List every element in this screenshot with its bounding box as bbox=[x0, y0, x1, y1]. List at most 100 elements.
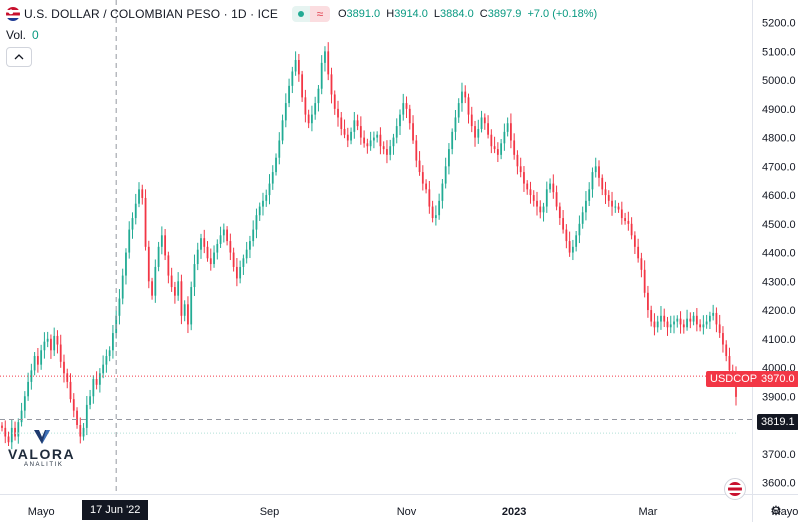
candle-body bbox=[209, 258, 212, 265]
candle-body bbox=[562, 218, 565, 230]
volume-value: 0 bbox=[32, 28, 39, 42]
collapse-legend-button[interactable] bbox=[6, 47, 32, 67]
price-tick-label: 5200.0 bbox=[762, 18, 796, 30]
candle-body bbox=[624, 218, 626, 221]
candle-body bbox=[183, 304, 186, 316]
candle-body bbox=[222, 229, 225, 236]
candle-body bbox=[451, 131, 454, 150]
candle-body bbox=[718, 324, 721, 334]
candle-body bbox=[549, 183, 551, 190]
candle-body bbox=[702, 324, 705, 328]
candle-body bbox=[333, 94, 336, 109]
candle-body bbox=[281, 120, 284, 141]
candle-body bbox=[421, 172, 424, 184]
candle-body bbox=[539, 206, 542, 213]
candle-body bbox=[164, 235, 167, 256]
candle-body bbox=[637, 246, 640, 259]
us-flag-icon bbox=[6, 7, 20, 21]
candle-body bbox=[594, 166, 597, 173]
candle-body bbox=[408, 108, 411, 124]
candle-body bbox=[386, 149, 388, 155]
candle-body bbox=[379, 134, 382, 147]
candlestick-series bbox=[1, 42, 737, 450]
candle-body bbox=[558, 206, 561, 219]
volume-legend[interactable]: Vol. 0 bbox=[6, 28, 39, 42]
candle-body bbox=[350, 131, 352, 141]
candle-body bbox=[487, 123, 489, 135]
candle-body bbox=[23, 396, 26, 411]
candle-body bbox=[268, 183, 271, 196]
price-tick-label: 4100.0 bbox=[762, 334, 796, 346]
candle-body bbox=[571, 246, 574, 253]
candle-body bbox=[598, 166, 600, 178]
candle-body bbox=[239, 266, 242, 279]
candle-body bbox=[438, 200, 441, 216]
candle-body bbox=[366, 143, 369, 147]
candle-body bbox=[330, 74, 333, 95]
close-value: 3897.9 bbox=[487, 8, 522, 20]
price-tick-label: 4300.0 bbox=[762, 276, 796, 288]
candle-body bbox=[177, 281, 180, 296]
candle-body bbox=[53, 335, 56, 351]
price-tick-label: 4900.0 bbox=[762, 104, 796, 116]
candle-body bbox=[496, 149, 499, 155]
candle-body bbox=[611, 200, 613, 207]
time-tick-label: Mayo bbox=[28, 506, 55, 518]
chart-overlays bbox=[0, 0, 752, 494]
candle-body bbox=[7, 436, 10, 443]
last-price-tag: 3970.0 bbox=[757, 371, 798, 387]
candle-body bbox=[304, 97, 307, 115]
candle-body bbox=[79, 425, 82, 437]
candle-body bbox=[513, 140, 516, 155]
candle-body bbox=[542, 206, 545, 213]
candle-body bbox=[705, 321, 708, 325]
symbol-title[interactable]: U.S. DOLLAR / COLOMBIAN PESO · 1D · ICE bbox=[24, 7, 278, 21]
candle-body bbox=[428, 189, 431, 207]
candle-body bbox=[216, 243, 219, 253]
open-value: 3891.0 bbox=[346, 8, 381, 20]
candle-body bbox=[219, 235, 222, 244]
candle-body bbox=[405, 103, 408, 109]
candle-body bbox=[660, 315, 662, 322]
candle-body bbox=[568, 241, 571, 253]
candle-body bbox=[43, 341, 46, 351]
market-status-pill[interactable]: ≈ bbox=[291, 6, 330, 22]
candle-body bbox=[98, 373, 101, 385]
candle-body bbox=[242, 258, 245, 267]
currency-flag-icon[interactable] bbox=[724, 478, 746, 500]
candle-body bbox=[232, 252, 235, 267]
candle-body bbox=[363, 137, 366, 144]
candle-body bbox=[389, 146, 392, 155]
price-tick-label: 4600.0 bbox=[762, 190, 796, 202]
candle-body bbox=[343, 128, 346, 135]
candle-body bbox=[689, 318, 692, 322]
candle-body bbox=[125, 252, 127, 276]
candle-body bbox=[69, 381, 72, 400]
price-tick-label: 4800.0 bbox=[762, 133, 796, 145]
candle-body bbox=[725, 344, 728, 357]
candle-body bbox=[291, 71, 294, 86]
candle-body bbox=[229, 241, 232, 253]
candle-body bbox=[369, 140, 372, 147]
time-tick-label: Mar bbox=[638, 506, 657, 518]
candle-body bbox=[399, 114, 401, 127]
candle-body bbox=[444, 166, 447, 184]
candle-body bbox=[614, 206, 617, 208]
candle-body bbox=[669, 324, 672, 328]
candle-body bbox=[66, 373, 69, 382]
close-label: C bbox=[479, 8, 488, 20]
candle-body bbox=[519, 166, 522, 173]
candle-body bbox=[666, 321, 669, 328]
candle-body bbox=[679, 318, 682, 325]
candle-body bbox=[170, 275, 173, 288]
candle-body bbox=[40, 350, 43, 365]
candle-body bbox=[620, 209, 623, 219]
candle-body bbox=[314, 103, 317, 115]
gear-icon[interactable]: ⚙ bbox=[770, 503, 782, 518]
symbol-price-tag: USDCOP bbox=[706, 371, 762, 387]
candle-body bbox=[121, 275, 124, 299]
candle-body bbox=[506, 123, 509, 132]
candle-body bbox=[320, 62, 323, 89]
candle-body bbox=[255, 215, 258, 230]
